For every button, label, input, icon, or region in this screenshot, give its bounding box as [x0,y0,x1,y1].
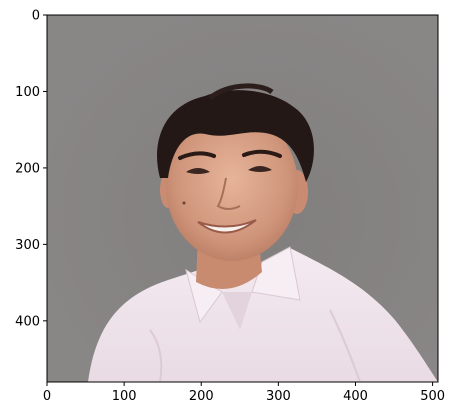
x-axis: 0 100 200 300 400 500 [43,382,445,404]
hair-shape [157,90,314,182]
y-tick-label: 400 [15,314,40,329]
y-tick-label: 300 [15,238,40,253]
portrait-photo [47,15,438,382]
shirt-shape [88,248,438,382]
y-axis: 0 100 200 300 400 [15,9,47,329]
y-tick-label: 100 [15,85,40,100]
y-tick-label: 200 [15,161,40,176]
x-tick-label: 100 [112,389,137,404]
y-tick-label: 0 [32,9,40,24]
x-tick-label: 200 [189,389,214,404]
x-tick-label: 500 [420,389,445,404]
x-tick-label: 400 [343,389,368,404]
x-tick-label: 0 [43,389,51,404]
x-tick-label: 300 [266,389,291,404]
axes-frame [46,14,439,383]
